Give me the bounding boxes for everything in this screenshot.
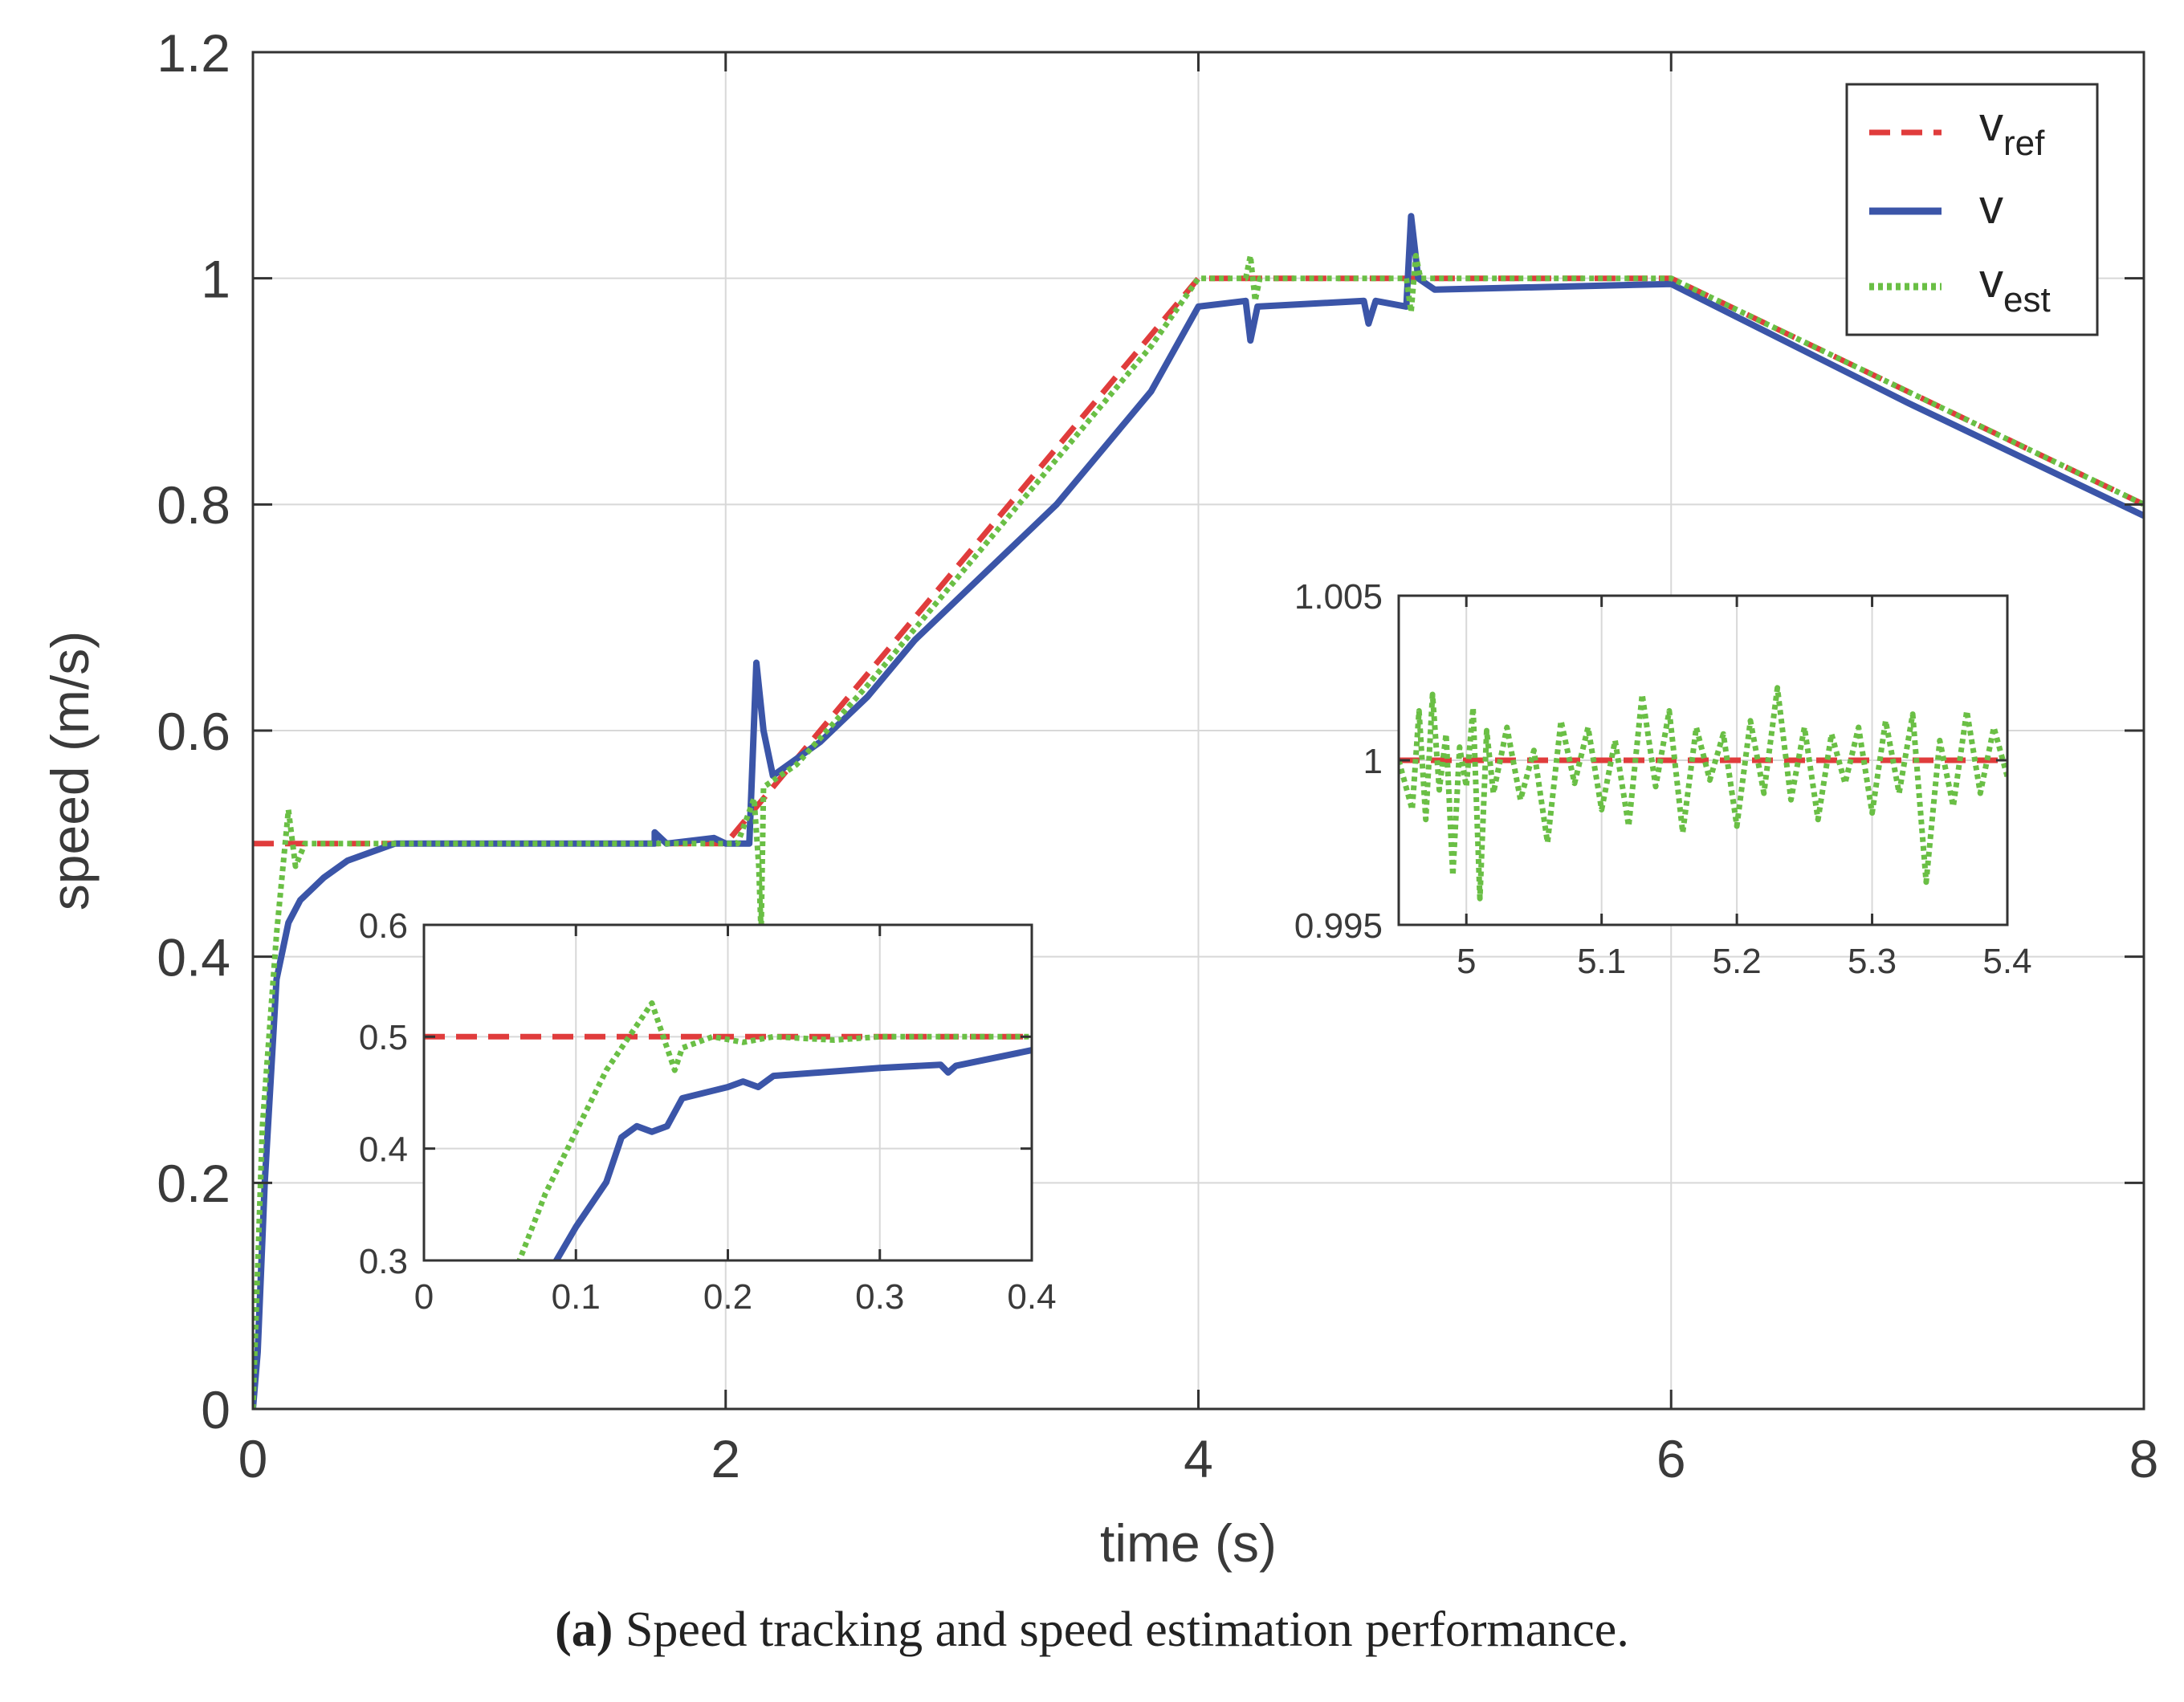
inset-right-xtick-label: 5.4: [1982, 942, 2031, 981]
inset-right-plot: 5 5.1 5.2 5.3 5.4 0.995 1 1.005: [1294, 577, 2032, 981]
main-series-v: [253, 213, 2144, 1409]
inset-left-ytick-label: 0.5: [359, 1018, 408, 1057]
x-axis-title: time (s): [1100, 1513, 1277, 1573]
main-xtick-label: 4: [1184, 1429, 1213, 1488]
inset-right-xtick-label: 5.3: [1848, 942, 1897, 981]
inset-left-xtick-label: 0.1: [552, 1277, 601, 1317]
inset-left-ytick-label: 0.4: [359, 1130, 408, 1170]
inset-left-xtick-label: 0: [414, 1277, 434, 1317]
main-ytick-label: 1.2: [157, 23, 230, 83]
inset-right-ytick-label: 0.995: [1294, 906, 1383, 946]
main-xtick-label: 6: [1656, 1429, 1686, 1488]
main-ytick-label: 1: [201, 249, 230, 308]
inset-right-ytick-label: 1.005: [1294, 577, 1383, 617]
legend-v-est-sub: est: [2003, 280, 2051, 320]
legend-v-ref-sub: ref: [2003, 124, 2045, 163]
figure-caption: (a) Speed tracking and speed estimation …: [0, 1602, 2184, 1659]
inset-left-ytick-label: 0.6: [359, 906, 408, 946]
inset-left-plot: 0 0.1 0.2 0.3 0.4 0.3 0.4 0.5 0.6: [359, 906, 1057, 1317]
inset-right-xtick-label: 5.1: [1577, 942, 1626, 981]
main-ytick-label: 0.6: [157, 702, 230, 761]
inset-left-xtick-label: 0.3: [855, 1277, 904, 1317]
y-axis-title: speed (m/s): [40, 631, 100, 910]
main-ytick-label: 0.4: [157, 927, 230, 987]
main-ytick-label: 0: [201, 1380, 230, 1439]
inset-left-series-v: [552, 1047, 1032, 1260]
inset-left-ytick-label: 0.3: [359, 1242, 408, 1281]
inset-right-ytick-label: 1: [1363, 742, 1383, 781]
main-ytick-label: 0.8: [157, 475, 230, 535]
inset-right-xtick-label: 5.2: [1713, 942, 1762, 981]
main-xtick-label: 2: [711, 1429, 740, 1488]
legend-label-v-ref: vref: [1979, 97, 2045, 163]
legend-label-v-est: vest: [1979, 254, 2051, 320]
legend-v-base: v: [1979, 180, 2003, 234]
caption-label: (a): [555, 1602, 613, 1657]
legend-v-ref-base: v: [1979, 97, 2003, 151]
main-series-v-est: [253, 253, 2144, 1409]
legend-v-est-base: v: [1979, 254, 2003, 307]
legend: vref v vest: [1845, 83, 2099, 336]
caption-text: Speed tracking and speed estimation perf…: [625, 1602, 1629, 1657]
legend-label-v: v: [1979, 180, 2003, 234]
main-ytick-label: 0.2: [157, 1154, 230, 1213]
inset-left-xtick-label: 0.4: [1007, 1277, 1056, 1317]
main-xtick-label: 0: [238, 1429, 268, 1488]
main-xtick-label: 8: [2129, 1429, 2159, 1488]
inset-right-xtick-label: 5: [1457, 942, 1476, 981]
inset-left-xtick-label: 0.2: [703, 1277, 752, 1317]
